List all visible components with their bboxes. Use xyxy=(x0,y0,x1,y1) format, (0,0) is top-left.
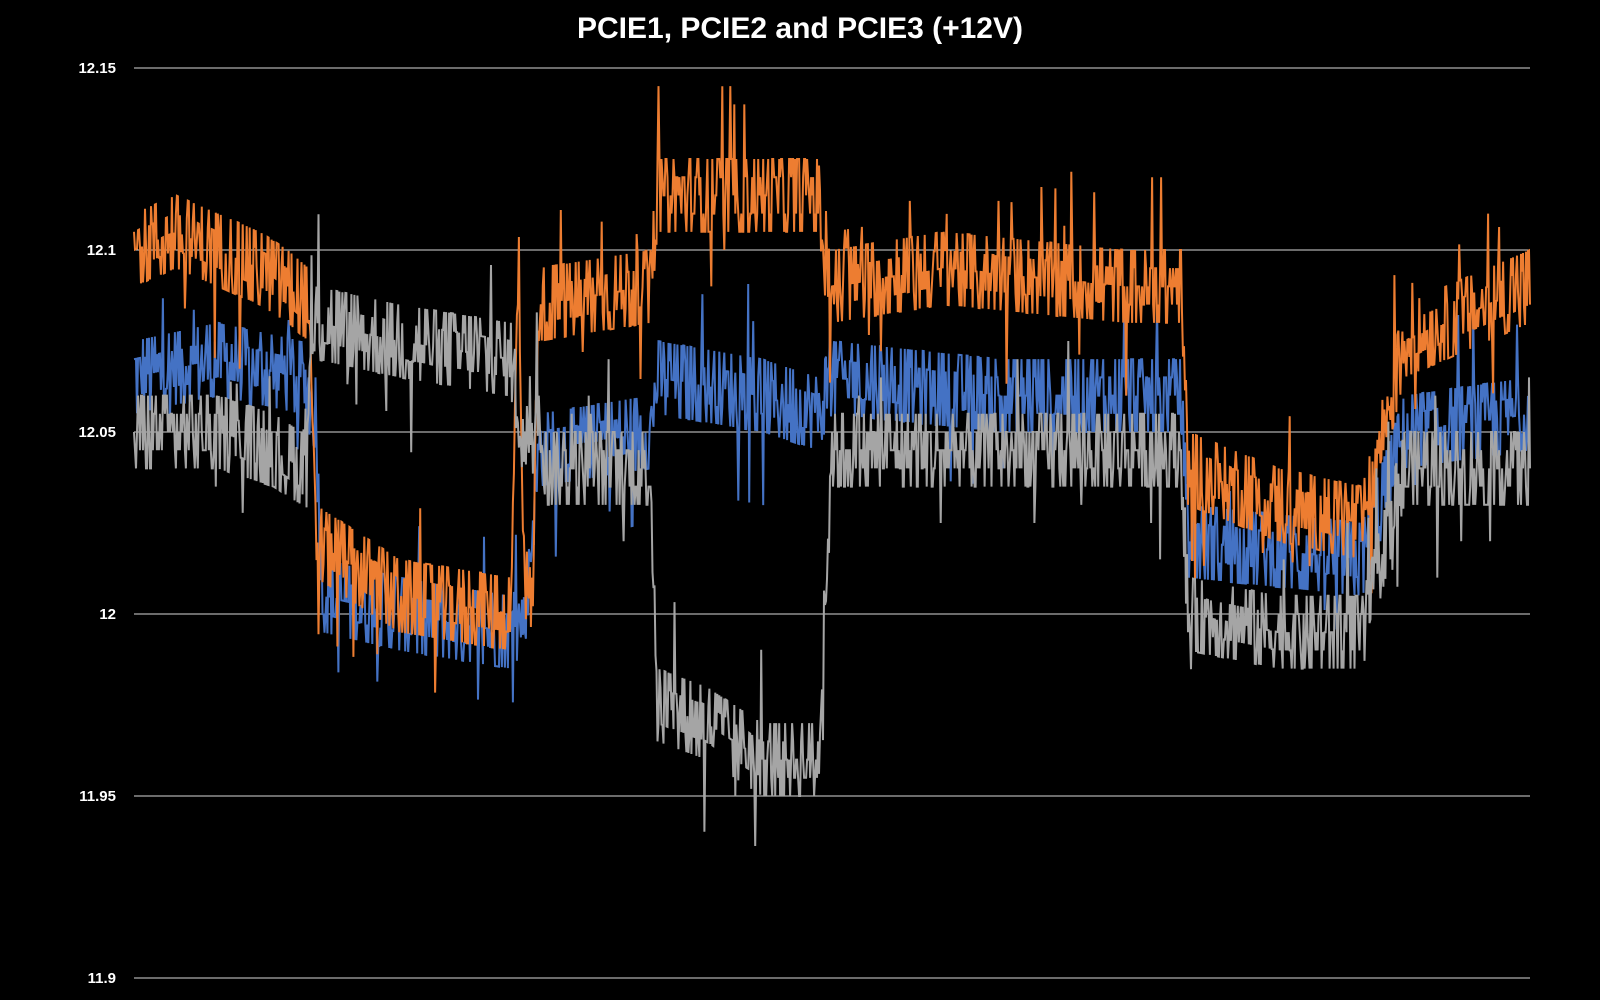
y-axis-ticks: 12.15 12.1 12.05 12 11.95 11.9 xyxy=(78,60,116,987)
y-tick-label: 12.1 xyxy=(87,242,116,259)
y-tick-label: 11.95 xyxy=(79,788,116,805)
y-tick-label: 12.15 xyxy=(78,60,116,77)
series-line-2 xyxy=(133,86,1531,693)
series-layer xyxy=(133,86,1531,847)
series-line-1 xyxy=(133,283,1531,703)
y-tick-label: 12 xyxy=(99,606,116,623)
y-tick-label: 11.9 xyxy=(88,970,116,987)
y-tick-label: 12.05 xyxy=(78,424,116,441)
series-line-3 xyxy=(133,214,1531,847)
chart-title: PCIE1, PCIE2 and PCIE3 (+12V) xyxy=(576,12,1023,45)
